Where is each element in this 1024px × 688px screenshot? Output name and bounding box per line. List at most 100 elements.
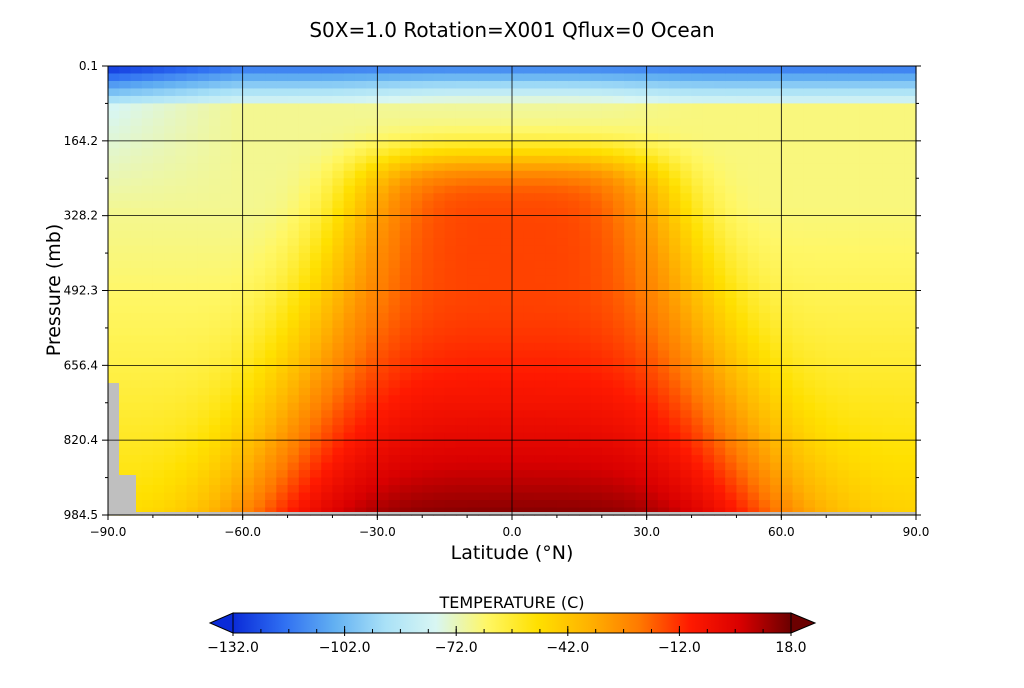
heatmap-cell [534, 417, 547, 426]
heatmap-cell [680, 425, 693, 434]
heatmap-cell [904, 140, 917, 149]
heatmap-cell [366, 327, 378, 336]
heatmap-cell [287, 410, 300, 419]
heatmap-cell [164, 133, 176, 142]
heatmap-cell [455, 148, 468, 157]
heatmap-cell [893, 320, 906, 329]
heatmap-cell [220, 268, 233, 277]
heatmap-cell [253, 148, 266, 157]
heatmap-cell [826, 185, 839, 194]
heatmap-cell [354, 275, 367, 284]
heatmap-cell [803, 417, 816, 426]
heatmap-cell [231, 170, 244, 179]
heatmap-cell [253, 110, 266, 119]
heatmap-cell [287, 95, 300, 105]
heatmap-cell [253, 357, 266, 366]
heatmap-cell [433, 327, 446, 336]
heatmap-cell [242, 507, 255, 516]
heatmap-cell [871, 462, 883, 471]
heatmap-cell [815, 492, 827, 501]
heatmap-cell [433, 163, 446, 172]
heatmap-cell [792, 462, 805, 471]
heatmap-cell [624, 230, 637, 239]
heatmap-cell [108, 80, 120, 90]
heatmap-cell [399, 372, 412, 381]
heatmap-cell [534, 118, 547, 127]
heatmap-cell [882, 462, 895, 471]
heatmap-cell [130, 80, 143, 90]
heatmap-cell [579, 455, 592, 464]
heatmap-cell [893, 215, 906, 224]
heatmap-cell [545, 357, 558, 366]
heatmap-cell [276, 455, 289, 464]
heatmap-cell [186, 148, 199, 157]
heatmap-cell [354, 440, 367, 449]
heatmap-cell [792, 253, 805, 262]
heatmap-cell [489, 73, 502, 82]
heatmap-cell [624, 305, 637, 314]
heatmap-cell [265, 312, 277, 322]
heatmap-cell [366, 103, 378, 112]
heatmap-cell [781, 260, 794, 269]
heatmap-cell [276, 253, 289, 262]
heatmap-cell [489, 140, 502, 149]
heatmap-cell [343, 170, 356, 179]
heatmap-cell [220, 178, 233, 187]
heatmap-cell [725, 507, 738, 516]
heatmap-cell [523, 200, 536, 209]
heatmap-cell [792, 425, 805, 434]
heatmap-cell [781, 380, 794, 389]
heatmap-cell [882, 470, 895, 479]
heatmap-cell [141, 185, 154, 194]
heatmap-cell [669, 372, 681, 381]
heatmap-cell [837, 245, 850, 254]
heatmap-cell [691, 155, 704, 164]
heatmap-cell [815, 335, 827, 344]
heatmap-cell [826, 312, 839, 322]
heatmap-cell [646, 268, 659, 277]
heatmap-cell [815, 140, 827, 149]
heatmap-cell [534, 260, 547, 269]
heatmap-cell [725, 185, 738, 194]
heatmap-cell [815, 125, 827, 134]
heatmap-cell [882, 492, 895, 501]
heatmap-cell [242, 170, 255, 179]
heatmap-cell [725, 387, 738, 396]
heatmap-cell [152, 485, 165, 494]
heatmap-cell [837, 342, 850, 351]
heatmap-cell [725, 500, 738, 509]
heatmap-cell [837, 462, 850, 471]
heatmap-cell [298, 470, 311, 479]
heatmap-cell [433, 95, 446, 105]
heatmap-cell [422, 118, 435, 127]
heatmap-cell [108, 297, 120, 307]
heatmap-cell [579, 200, 592, 209]
heatmap-cell [276, 320, 289, 329]
heatmap-cell [545, 178, 558, 187]
heatmap-cell [601, 253, 614, 262]
heatmap-cell [579, 410, 592, 419]
heatmap-cell [657, 477, 670, 486]
heatmap-cell [287, 342, 300, 351]
heatmap-cell [220, 365, 233, 374]
heatmap-cell [332, 507, 345, 516]
heatmap-cell [500, 350, 513, 359]
heatmap-cell [366, 290, 378, 299]
heatmap-cell [265, 440, 277, 449]
heatmap-cell [680, 485, 693, 494]
heatmap-cell [714, 215, 726, 224]
heatmap-cell [613, 342, 625, 351]
heatmap-cell [287, 268, 300, 277]
heatmap-cell [624, 477, 637, 486]
y-tick-label: 984.5 [64, 508, 98, 522]
heatmap-cell [500, 455, 513, 464]
heatmap-cell [478, 447, 491, 456]
heatmap-cell [287, 103, 300, 112]
heatmap-cell [568, 432, 580, 441]
heatmap-cell [534, 125, 547, 134]
heatmap-cell [646, 320, 659, 329]
heatmap-cell [613, 327, 625, 336]
heatmap-cell [343, 118, 356, 127]
heatmap-cell [478, 342, 491, 351]
heatmap-cell [882, 320, 895, 329]
